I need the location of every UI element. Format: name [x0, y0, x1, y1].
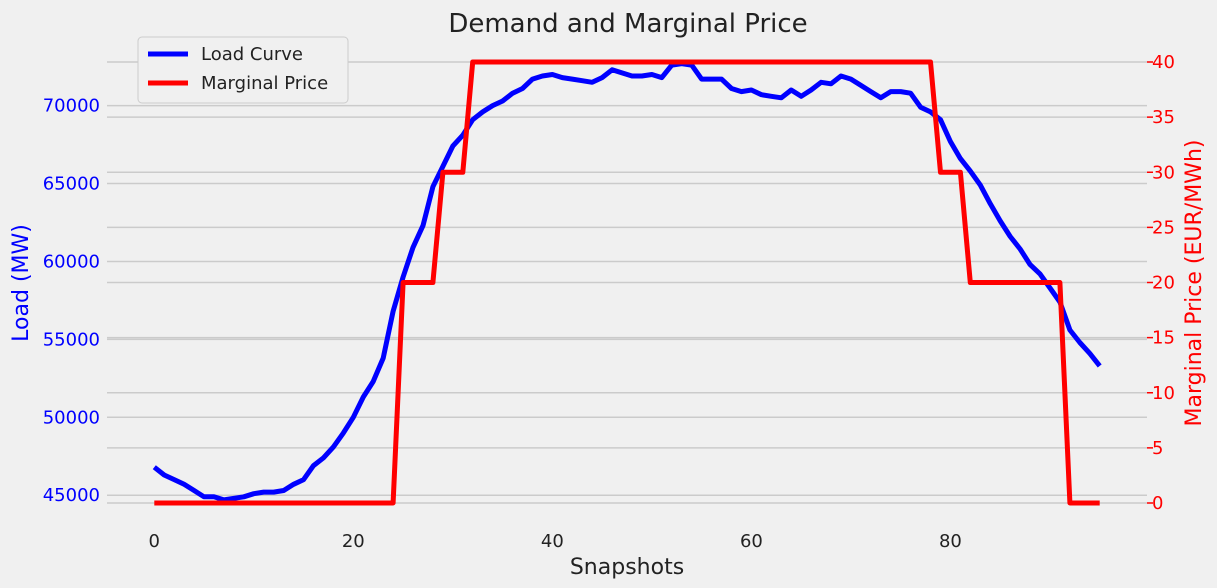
- x-tick-label: 60: [740, 531, 763, 552]
- y-left-tick-label: 50000: [43, 407, 100, 428]
- y-right-tick-label: 20: [1152, 273, 1175, 294]
- legend: Load Curve Marginal Price: [137, 36, 349, 104]
- y-left-tick-label: 60000: [43, 251, 100, 272]
- y-right-tick-label: 5: [1152, 438, 1163, 459]
- y-left-tick-label: 70000: [43, 96, 100, 117]
- y-right-tick-label: 30: [1152, 162, 1175, 183]
- legend-label-price: Marginal Price: [201, 73, 328, 94]
- x-tick-label: 40: [541, 531, 564, 552]
- load-series-line: [152, 61, 1102, 503]
- price-series-line: [154, 59, 1100, 506]
- y-left-tick-label: 55000: [43, 329, 100, 350]
- series-layer: [152, 59, 1102, 506]
- y-right-tick-label: 10: [1152, 383, 1175, 404]
- y-right-tick-label: 25: [1152, 217, 1175, 238]
- y-left-axis-label: Load (MW): [9, 224, 34, 342]
- x-tick-label: 0: [149, 531, 160, 552]
- legend-box: [137, 36, 349, 104]
- y-right-tick-label: 40: [1152, 52, 1175, 73]
- y-left-tick-label: 65000: [43, 174, 100, 195]
- y-right-tick-label: 0: [1152, 493, 1163, 514]
- y-left-tick-label: 45000: [43, 485, 100, 506]
- chart-title: Demand and Marginal Price: [448, 9, 807, 39]
- y-right-tick-label: 15: [1152, 328, 1175, 349]
- y-right-axis-label: Marginal Price (EUR/MWh): [1182, 140, 1207, 427]
- legend-label-load: Load Curve: [201, 44, 303, 65]
- x-tick-label: 80: [939, 531, 962, 552]
- axes: 0 20 40 60 80 45000 50000 55000 60000 65000 70000 0…: [43, 52, 1175, 552]
- x-axis-label: Snapshots: [570, 555, 684, 580]
- y-right-tick-label: 35: [1152, 107, 1175, 128]
- x-tick-label: 20: [342, 531, 365, 552]
